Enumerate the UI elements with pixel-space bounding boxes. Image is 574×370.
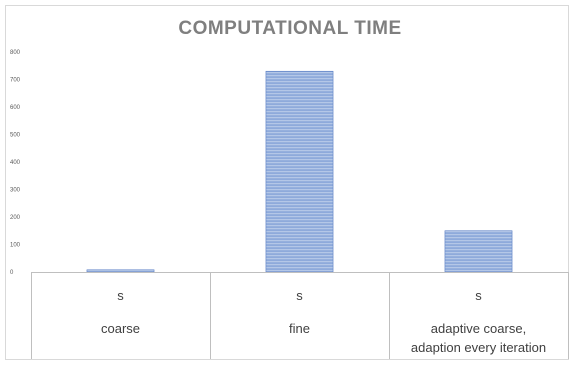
y-tick-label: 300	[10, 188, 21, 194]
y-tick-label: 700	[10, 78, 21, 84]
y-tick-label: 0	[10, 270, 14, 276]
category-unit-label: s	[117, 288, 124, 303]
bars-group	[86, 70, 513, 273]
y-tick-label: 200	[10, 215, 21, 221]
category-label: adaption every iteration	[411, 340, 546, 355]
bar	[86, 269, 155, 273]
y-axis-ticks: 0 100 200 300 400 500 600 700 800	[10, 50, 21, 276]
bar	[444, 230, 513, 273]
y-tick-label: 800	[10, 50, 21, 56]
category-label: adaptive coarse,	[431, 321, 526, 336]
bar	[265, 70, 334, 273]
chart-title: COMPUTATIONAL TIME	[178, 18, 401, 39]
y-tick-label: 600	[10, 105, 21, 111]
y-tick-label: 500	[10, 133, 21, 139]
chart-frame	[5, 5, 569, 360]
category-label: fine	[289, 321, 310, 336]
category-unit-label: s	[475, 288, 482, 303]
category-table	[31, 272, 569, 359]
category-labels: s coarse s fine s adaptive coarse, adaption ev…	[101, 288, 546, 355]
y-tick-label: 100	[10, 243, 21, 249]
y-tick-label: 400	[10, 160, 21, 166]
category-unit-label: s	[296, 288, 303, 303]
category-label: coarse	[101, 321, 140, 336]
